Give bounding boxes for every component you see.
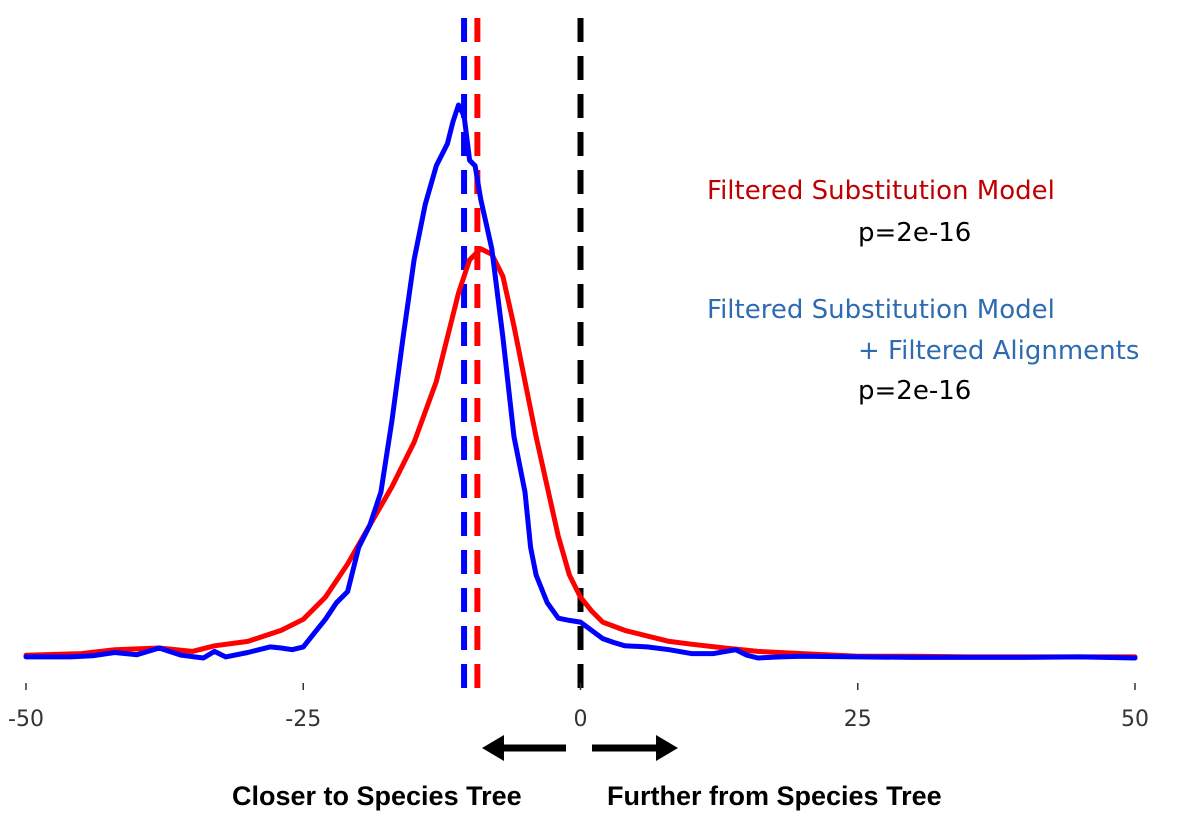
left-arrow-icon bbox=[482, 735, 566, 761]
legend-red-label: Filtered Substitution Model bbox=[707, 176, 1055, 206]
x-tick-label-2: 0 bbox=[574, 707, 588, 732]
series-line-1 bbox=[23, 102, 1138, 661]
legend: Filtered Substitution Model p=2e-16 Filt… bbox=[707, 176, 1139, 406]
series-line-0 bbox=[23, 246, 1138, 660]
legend-blue-pvalue: p=2e-16 bbox=[858, 376, 971, 406]
x-tick-label-4: 50 bbox=[1121, 707, 1149, 732]
legend-blue-label: Filtered Substitution Model bbox=[707, 295, 1055, 325]
further-label: Further from Species Tree bbox=[607, 781, 942, 811]
x-tick-label-3: 25 bbox=[844, 707, 872, 732]
direction-indicator: Closer to Species Tree Further from Spec… bbox=[232, 735, 942, 811]
x-axis: -50 -25 0 25 50 bbox=[8, 683, 1149, 732]
right-arrow-icon bbox=[592, 735, 678, 761]
legend-blue-label-continued: + Filtered Alignments bbox=[858, 336, 1139, 366]
closer-label: Closer to Species Tree bbox=[232, 781, 522, 811]
x-tick-label-1: -25 bbox=[285, 707, 321, 732]
legend-red-pvalue: p=2e-16 bbox=[858, 218, 971, 248]
x-tick-label-0: -50 bbox=[8, 707, 44, 732]
series-layer bbox=[23, 102, 1138, 661]
